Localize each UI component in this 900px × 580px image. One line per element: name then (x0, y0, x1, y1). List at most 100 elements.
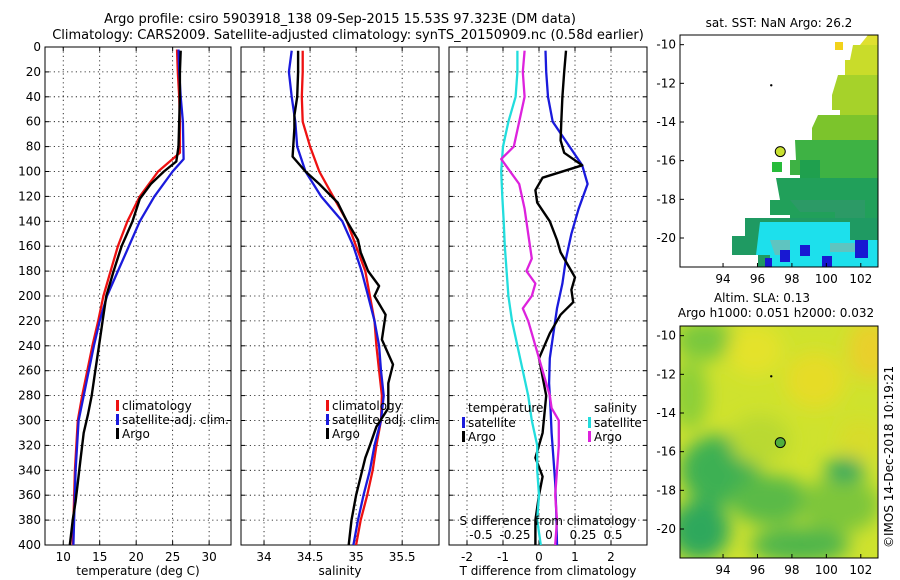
map-x-tick-label: 102 (849, 563, 872, 577)
sst-previous-position-marker (770, 84, 773, 87)
series-line-argo (291, 50, 395, 545)
plot-frame (44, 46, 232, 546)
map-y-tick-label: -16 (656, 154, 676, 168)
x-tick-label: 30 (201, 550, 216, 564)
legend-swatch-climatology (116, 400, 119, 411)
legend-swatch (588, 431, 591, 442)
map-x-tick-label: 100 (815, 272, 838, 286)
y-tick-label: 280 (18, 389, 41, 403)
series-line-satellite-adj-clim- (287, 50, 385, 545)
series-line-argo (68, 50, 182, 545)
map-x-tick-label: 100 (815, 563, 838, 577)
legend-swatch-satellite (116, 414, 119, 425)
map-x-tick-label: 96 (750, 272, 765, 286)
map-x-tick-label: 96 (750, 563, 765, 577)
legend-swatch-argo (116, 428, 119, 439)
imos-credit: ©IMOS 14-Dec-2018 10:19:21 (882, 366, 896, 548)
map-x-tick-label: 98 (784, 272, 799, 286)
series-line-s-argo (500, 50, 560, 545)
map-y-tick-label: -10 (656, 329, 676, 343)
sla-map-title-line-1: Altim. SLA: 0.13 (714, 291, 810, 305)
legend-swatch (588, 417, 591, 428)
plot-frame (240, 46, 440, 546)
sla-argo-position-marker (774, 437, 786, 449)
sla-map: Altim. SLA: 0.13 Argo h1000: 0.051 h2000… (656, 291, 879, 577)
x-tick-label: 35.5 (389, 550, 416, 564)
secondary-axis-label: S difference from climatology (460, 514, 637, 528)
legend-label: satellite (594, 416, 642, 430)
sst-map-field (732, 35, 878, 267)
x-tick-label: -1 (497, 550, 509, 564)
sla-map-frame (679, 325, 879, 559)
x-axis-label: T difference from climatology (459, 564, 637, 578)
legend-title-temperature: temperature (468, 401, 543, 415)
secondary-x-tick-label: -0.25 (499, 528, 530, 542)
map-y-tick-label: -20 (656, 231, 676, 245)
map-x-tick-label: 102 (849, 272, 872, 286)
legend-label: Argo (594, 430, 622, 444)
y-tick-label: 80 (26, 140, 41, 154)
x-tick-label: 35 (348, 550, 363, 564)
y-tick-label: 0 (33, 40, 41, 54)
x-tick-label: 34.5 (297, 550, 324, 564)
sst-argo-position-marker (774, 146, 786, 158)
y-tick-label: 200 (18, 289, 41, 303)
map-y-tick-label: -20 (656, 522, 676, 536)
legend-label-argo: Argo (122, 427, 150, 441)
salinity-panel: 34 34.5 35 35.5 salinity climatologysatellite… (240, 46, 440, 578)
map-y-tick-label: -12 (656, 367, 676, 381)
y-tick-label: 60 (26, 115, 41, 129)
secondary-x-tick-label: 0.25 (570, 528, 597, 542)
x-tick-label: 34 (256, 550, 271, 564)
y-tick-label: 240 (18, 339, 41, 353)
legend-swatch-satellite (326, 414, 329, 425)
y-tick-label: 180 (18, 264, 41, 278)
figure-title-line-2: Climatology: CARS2009. Satellite-adjuste… (52, 28, 644, 43)
x-tick-label: 10 (56, 550, 71, 564)
sst-map: sat. SST: NaN Argo: 26.2 94 96 98 100 102 -10… (656, 16, 879, 286)
legend-label: satellite (468, 416, 516, 430)
map-y-tick-label: -14 (656, 115, 676, 129)
x-tick-label: 2 (607, 550, 615, 564)
plot-frame (448, 46, 648, 546)
sst-map-frame (679, 34, 879, 268)
y-tick-label: 160 (18, 239, 41, 253)
sla-map-title-line-2: Argo h1000: 0.051 h2000: 0.032 (678, 306, 874, 320)
legend-swatch (462, 431, 465, 442)
y-tick-label: 220 (18, 314, 41, 328)
x-tick-label: 0 (535, 550, 543, 564)
series-line-t-satellite (544, 50, 589, 545)
x-tick-label: 20 (129, 550, 144, 564)
map-y-tick-label: -14 (656, 406, 676, 420)
legend-swatch (462, 417, 465, 428)
sst-map-title: sat. SST: NaN Argo: 26.2 (706, 16, 853, 30)
y-tick-label: 340 (18, 463, 41, 477)
y-tick-label: 100 (18, 165, 41, 179)
sla-previous-position-marker (770, 375, 773, 378)
y-tick-label: 120 (18, 189, 41, 203)
x-tick-label: -2 (461, 550, 473, 564)
y-tick-label: 40 (26, 90, 41, 104)
y-tick-label: 380 (18, 513, 41, 527)
series-line-climatology (300, 50, 384, 545)
legend-label-satellite: satellite-adj. clim. (122, 413, 229, 427)
map-x-tick-label: 94 (715, 563, 730, 577)
x-axis-label: salinity (318, 564, 361, 578)
legend-title-salinity: salinity (594, 401, 637, 415)
legend-label-climatology: climatology (122, 399, 192, 413)
map-y-tick-label: -12 (656, 76, 676, 90)
secondary-x-tick-label: -0.5 (469, 528, 492, 542)
series-line-s-satellite (500, 50, 542, 545)
figure-title-line-1: Argo profile: csiro 5903918_138 09-Sep-2… (104, 12, 576, 27)
y-tick-label: 140 (18, 214, 41, 228)
legend-label-satellite: satellite-adj. clim. (332, 413, 439, 427)
difference-panel: -2 -1 0 1 2T difference from climatology temp… (448, 46, 648, 578)
secondary-x-tick-label: 0 (545, 528, 553, 542)
y-tick-label: 300 (18, 414, 41, 428)
map-y-tick-label: -18 (656, 192, 676, 206)
x-tick-label: 15 (92, 550, 107, 564)
map-y-tick-label: -18 (656, 483, 676, 497)
legend-label-argo: Argo (332, 427, 360, 441)
map-y-tick-label: -16 (656, 445, 676, 459)
